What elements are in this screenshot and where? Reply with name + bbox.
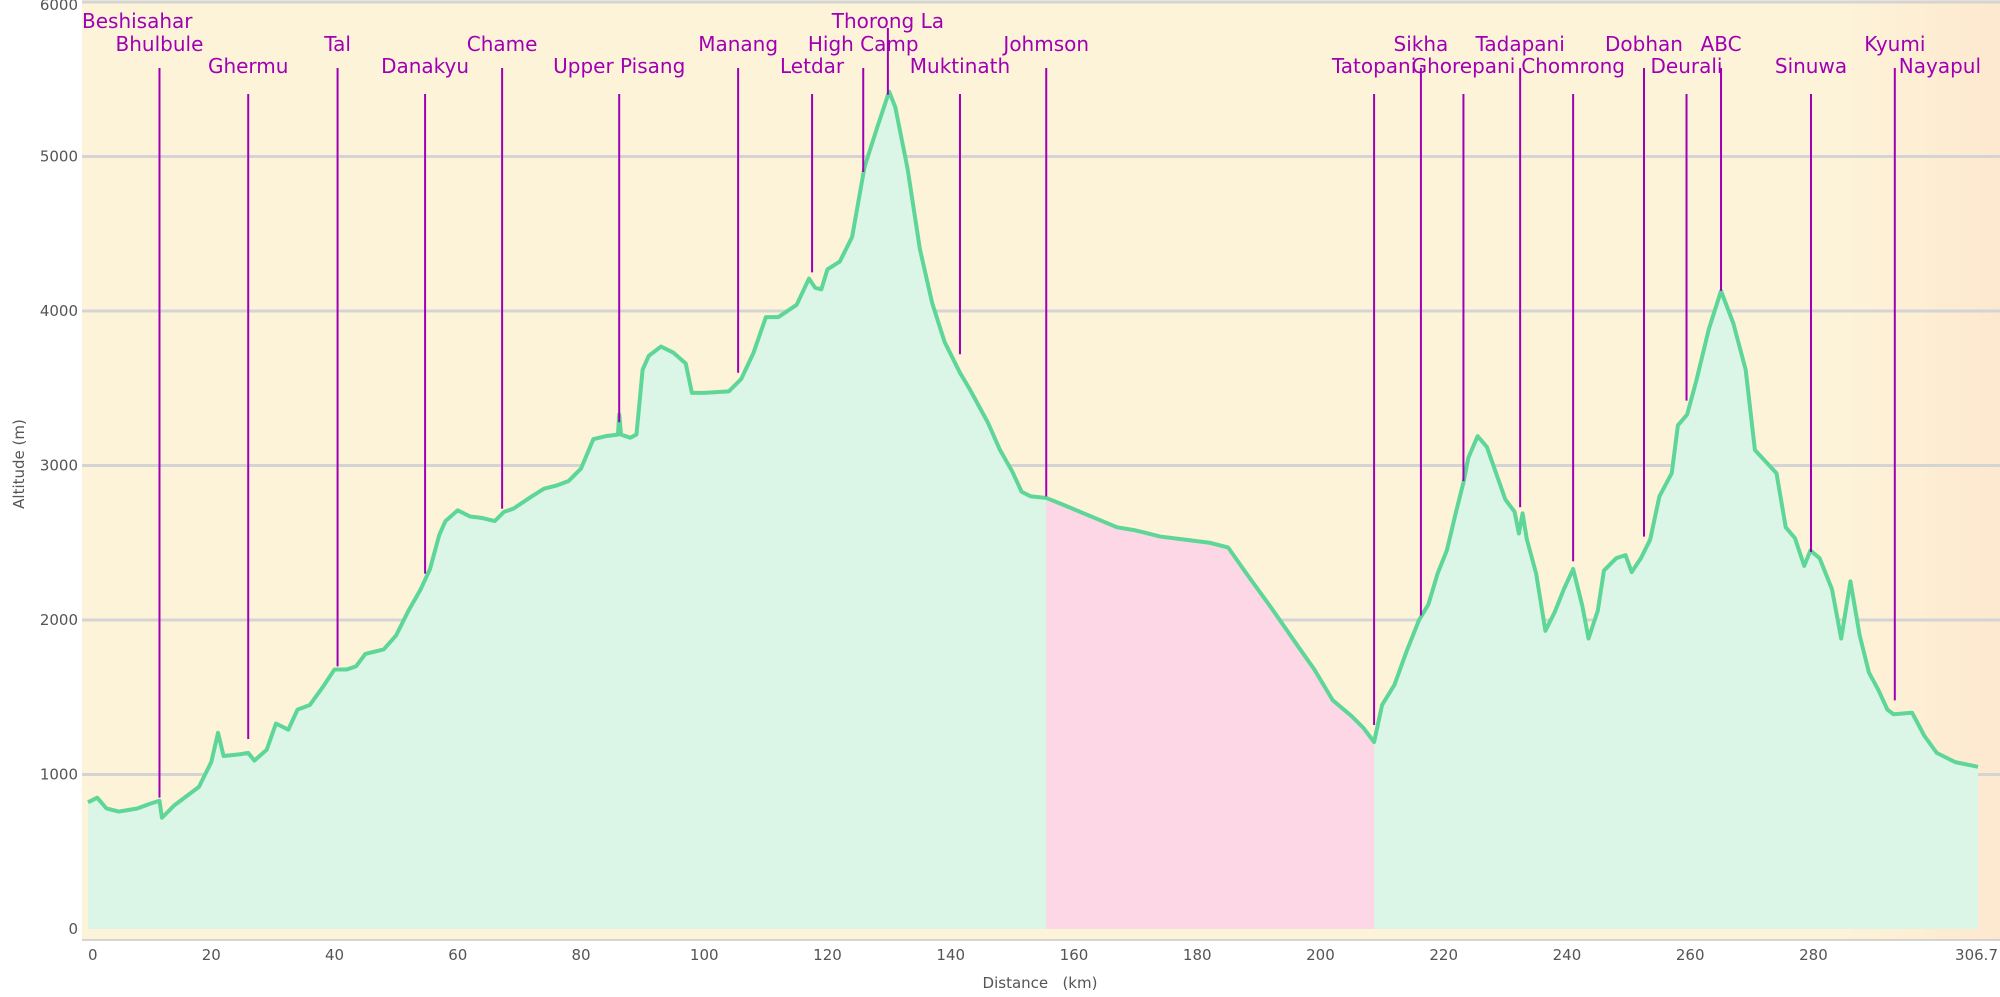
waypoint-label-ghorepani: Ghorepani	[1412, 54, 1516, 78]
y-axis-ticks: 0 1000 2000 3000 4000 5000 6000	[40, 0, 78, 938]
y-tick-label-5000: 5000	[40, 148, 78, 166]
waypoint-label-dobhan: Dobhan	[1605, 32, 1683, 56]
waypoint-label-tal: Tal	[323, 32, 351, 56]
x-tick-label-160: 160	[1060, 946, 1089, 964]
waypoint-label-danakyu: Danakyu	[381, 54, 469, 78]
x-tick-label-100: 100	[690, 946, 719, 964]
waypoint-label-muktinath: Muktinath	[910, 54, 1010, 78]
y-tick-label-0: 0	[68, 920, 78, 938]
y-axis-title: Altitude (m)	[10, 419, 28, 509]
waypoint-label-johmson: Johmson	[1001, 32, 1089, 56]
x-tick-label-306-7: 306.7	[1955, 946, 1998, 964]
x-axis-title: Distance (km)	[983, 974, 1098, 992]
highlight-segment	[1046, 497, 1375, 929]
waypoint-label-manang: Manang	[698, 32, 778, 56]
x-tick-label-260: 260	[1676, 946, 1705, 964]
y-tick-label-6000: 6000	[40, 0, 78, 14]
x-tick-label-80: 80	[571, 946, 590, 964]
y-tick-label-4000: 4000	[40, 302, 78, 320]
waypoint-label-chomrong: Chomrong	[1521, 54, 1625, 78]
waypoint-label-thorong-la: Thorong La	[831, 9, 944, 33]
profile-area	[87, 89, 1979, 930]
x-tick-label-280: 280	[1799, 946, 1828, 964]
x-tick-label-120: 120	[813, 946, 842, 964]
y-tick-label-3000: 3000	[40, 457, 78, 475]
waypoint-label-ghermu: Ghermu	[208, 54, 289, 78]
profile-line	[87, 89, 1979, 820]
waypoint-label-sikha: Sikha	[1394, 32, 1449, 56]
y-tick-label-2000: 2000	[40, 611, 78, 629]
waypoint-label-tatopani: Tatopani	[1331, 54, 1416, 78]
waypoint-markers	[158, 28, 1896, 798]
x-tick-label-60: 60	[448, 946, 467, 964]
waypoint-label-deurali: Deurali	[1651, 54, 1723, 78]
waypoint-label-nayapul: Nayapul	[1899, 54, 1981, 78]
x-axis-ticks: 0 20 40 60 80 100 120 140 160 180 200 220 240 260 280 3…	[88, 946, 1998, 964]
waypoint-label-abc: ABC	[1701, 32, 1742, 56]
waypoint-label-upper-pisang: Upper Pisang	[553, 54, 685, 78]
profile-fill	[88, 91, 1978, 930]
x-tick-label-200: 200	[1306, 946, 1335, 964]
x-tick-label-20: 20	[202, 946, 221, 964]
x-tick-label-140: 140	[936, 946, 965, 964]
waypoint-label-tadapani: Tadapani	[1474, 32, 1564, 56]
x-tick-label-180: 180	[1183, 946, 1212, 964]
x-tick-label-0: 0	[88, 946, 98, 964]
x-tick-label-40: 40	[325, 946, 344, 964]
waypoint-label-high-camp: High Camp	[808, 32, 919, 56]
x-tick-label-220: 220	[1429, 946, 1458, 964]
y-tick-label-1000: 1000	[40, 766, 78, 784]
x-tick-label-240: 240	[1553, 946, 1582, 964]
waypoint-label-kyumi: Kyumi	[1864, 32, 1925, 56]
waypoint-label-beshisahar: Beshisahar	[82, 9, 193, 33]
waypoint-label-letdar: Letdar	[780, 54, 845, 78]
waypoint-label-chame: Chame	[467, 32, 538, 56]
waypoint-label-bhulbule: Bhulbule	[116, 32, 204, 56]
waypoint-label-sinuwa: Sinuwa	[1775, 54, 1847, 78]
